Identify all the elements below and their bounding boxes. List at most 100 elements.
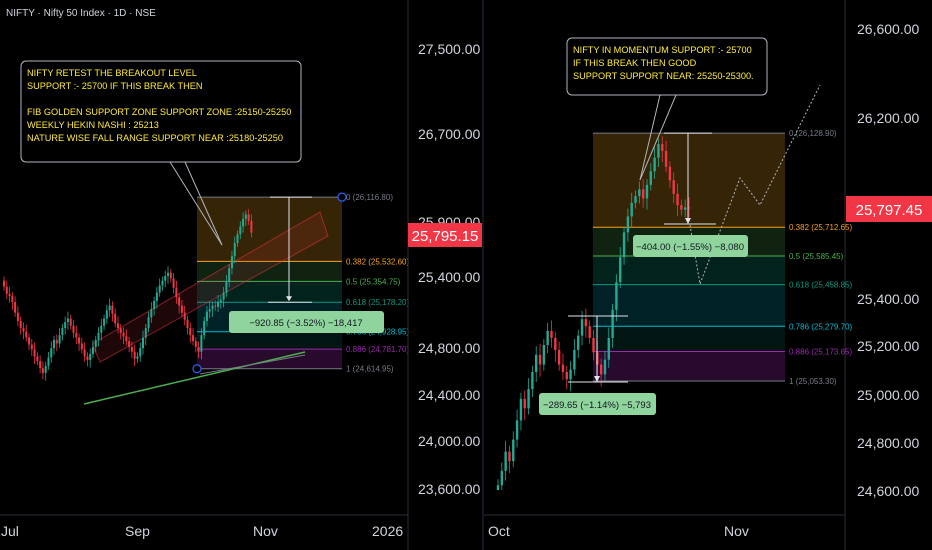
candle-body[interactable] (664, 150, 668, 167)
candle-body[interactable] (150, 309, 153, 318)
candle-body[interactable] (86, 356, 89, 360)
candle-body[interactable] (214, 305, 217, 307)
candle-body[interactable] (64, 322, 67, 329)
candle-body[interactable] (512, 439, 515, 462)
candle-body[interactable] (244, 214, 247, 219)
candle-body[interactable] (58, 335, 61, 344)
candle-body[interactable] (657, 144, 660, 158)
candle-body[interactable] (197, 347, 200, 352)
candle-body[interactable] (222, 292, 225, 300)
candle-body[interactable] (554, 337, 557, 350)
candle-body[interactable] (180, 305, 183, 313)
candle-body[interactable] (523, 398, 526, 409)
candle-body[interactable] (535, 354, 538, 372)
candle-body[interactable] (111, 305, 114, 314)
candle-body[interactable] (183, 312, 186, 320)
candle-body[interactable] (50, 348, 53, 358)
candle-body[interactable] (668, 166, 672, 181)
candle-body[interactable] (5, 286, 8, 294)
candle-body[interactable] (158, 285, 161, 293)
candle-body[interactable] (192, 335, 195, 342)
right-y-axis[interactable]: 26,600.00 26,200.00 25,400.00 25,200.00 25,0… (846, 21, 932, 499)
candle-body[interactable] (100, 325, 103, 333)
candle-body[interactable] (622, 232, 626, 258)
measure-label-box[interactable] (229, 311, 384, 333)
candle-body[interactable] (672, 180, 675, 194)
candle-body[interactable] (91, 347, 94, 355)
candle-body[interactable] (208, 309, 211, 312)
note-box[interactable] (566, 37, 768, 96)
candle-body[interactable] (153, 300, 156, 310)
candle-body[interactable] (105, 310, 108, 319)
projection-path[interactable] (689, 84, 821, 286)
candle-body[interactable] (11, 296, 14, 303)
candle-body[interactable] (147, 317, 150, 329)
candle-body[interactable] (504, 451, 507, 471)
candle-body[interactable] (592, 337, 595, 353)
candle-body[interactable] (22, 328, 25, 332)
candle-body[interactable] (676, 193, 679, 206)
candle-body[interactable] (36, 356, 39, 362)
candle-body[interactable] (108, 305, 111, 311)
candle-body[interactable] (203, 320, 206, 336)
left-plot-area[interactable]: 0 (26,116.80) 0.382 (25,532.60) 0.5 (25,35… (3, 60, 409, 405)
support-trendline[interactable] (83, 351, 306, 405)
candle-body[interactable] (649, 171, 652, 185)
candle-body[interactable] (569, 369, 572, 380)
candle-body[interactable] (565, 371, 568, 380)
candle-body[interactable] (680, 205, 683, 210)
candle-body[interactable] (561, 364, 565, 372)
candle-body[interactable] (550, 330, 553, 338)
candle-body[interactable] (164, 276, 167, 281)
candle-body[interactable] (14, 302, 17, 313)
candle-body[interactable] (33, 349, 36, 357)
candle-body[interactable] (538, 354, 542, 365)
candle-body[interactable] (189, 328, 192, 336)
candle-body[interactable] (242, 218, 245, 227)
candle-body[interactable] (130, 347, 133, 352)
candle-body[interactable] (219, 299, 222, 303)
candle-body[interactable] (72, 325, 75, 333)
candle-body[interactable] (41, 368, 44, 373)
candle-body[interactable] (39, 361, 42, 369)
candle-body[interactable] (119, 328, 122, 333)
candle-body[interactable] (25, 331, 28, 338)
candle-body[interactable] (527, 389, 530, 409)
candle-body[interactable] (247, 214, 250, 221)
candle-body[interactable] (30, 344, 33, 350)
support-trendline-2[interactable] (199, 354, 306, 375)
candle-body[interactable] (645, 184, 649, 199)
candle-body[interactable] (53, 339, 56, 349)
candle-body[interactable] (55, 339, 58, 344)
candle-body[interactable] (542, 345, 546, 365)
candle-body[interactable] (169, 272, 172, 279)
candle-body[interactable] (103, 318, 106, 326)
candle-body[interactable] (687, 207, 691, 209)
last-price-badge[interactable] (408, 223, 482, 247)
candle-body[interactable] (80, 343, 83, 350)
candle-body[interactable] (161, 280, 164, 286)
candle-body[interactable] (122, 332, 125, 337)
candle-body[interactable] (230, 256, 233, 269)
candle-body[interactable] (239, 226, 242, 235)
candle-body[interactable] (661, 144, 664, 151)
candle-body[interactable] (603, 359, 607, 375)
candle-body[interactable] (142, 337, 144, 349)
candle-body[interactable] (75, 332, 78, 338)
candle-body[interactable] (116, 323, 119, 329)
candle-body[interactable] (200, 335, 203, 352)
candle-body[interactable] (167, 272, 170, 276)
left-x-axis[interactable]: Jul Sep Nov 2026 (1, 523, 403, 539)
left-y-axis[interactable]: 27,500.0026,700.0025,900.0025,400.0024,8… (408, 41, 482, 497)
candle-body[interactable] (500, 470, 504, 486)
candle-body[interactable] (61, 328, 64, 336)
candle-body[interactable] (236, 234, 239, 243)
candle-body[interactable] (638, 189, 641, 197)
candle-body[interactable] (228, 268, 231, 282)
candle-body[interactable] (225, 281, 228, 293)
candle-body[interactable] (683, 207, 687, 210)
candle-body[interactable] (641, 189, 645, 199)
candle-body[interactable] (94, 339, 97, 347)
candle-body[interactable] (133, 351, 136, 359)
candle-body[interactable] (211, 305, 214, 310)
